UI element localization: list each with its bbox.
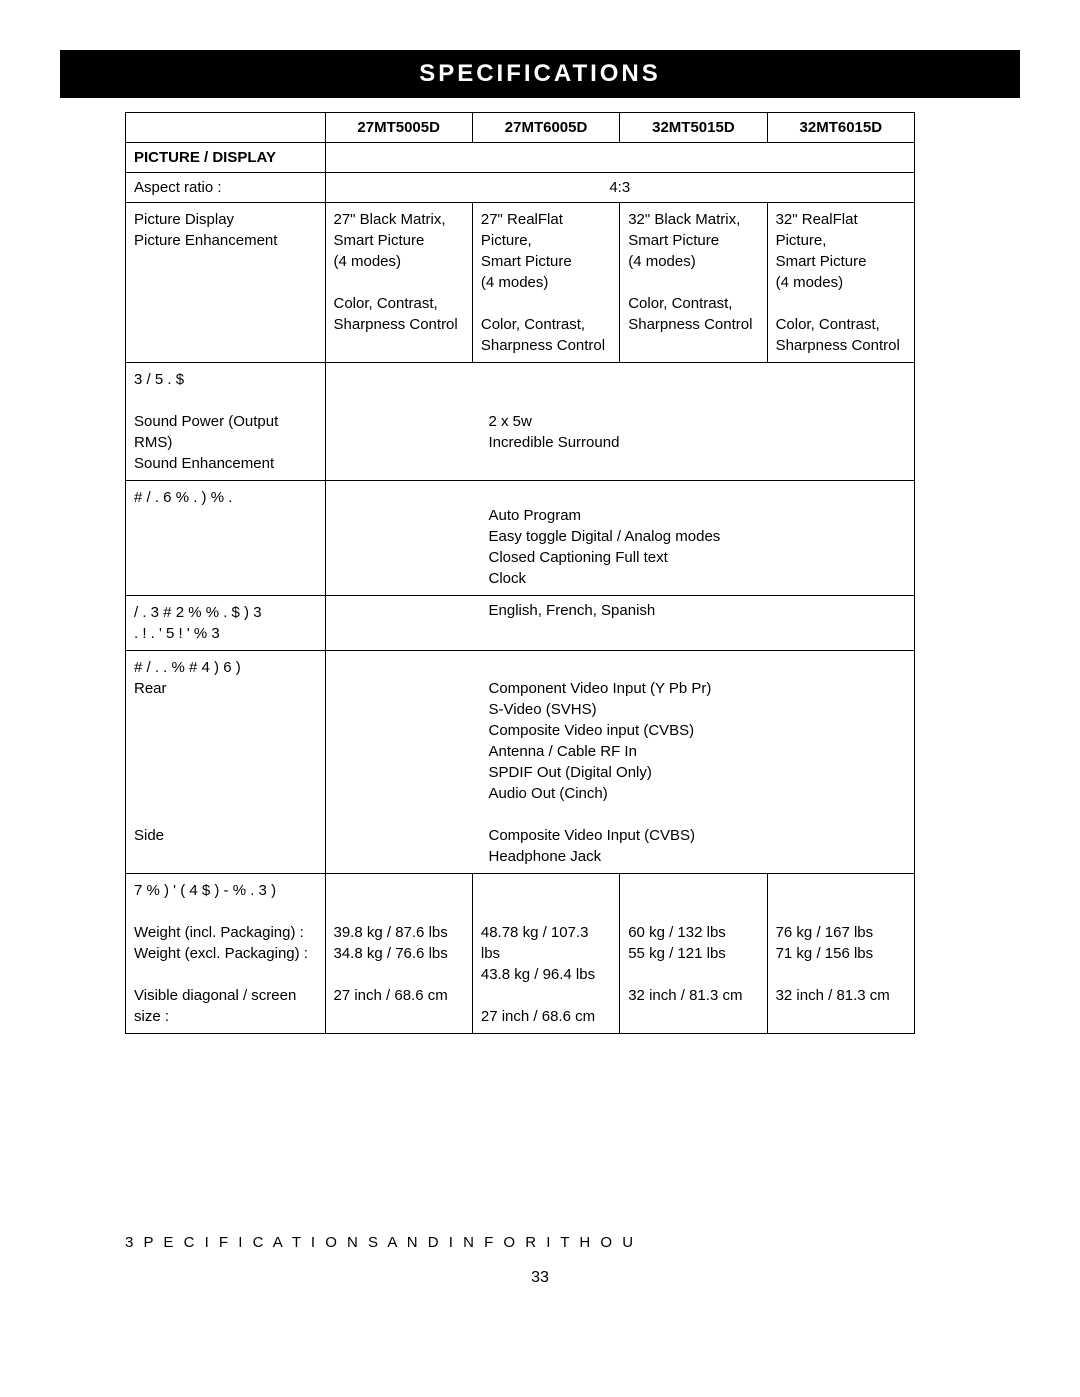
page-number: 33 bbox=[60, 1269, 1020, 1287]
section-picture-display: PICTURE / DISPLAY bbox=[126, 143, 915, 173]
row-aspect-ratio: Aspect ratio : 4:3 bbox=[126, 173, 915, 203]
weight-c1-text: 39.8 kg / 87.6 lbs34.8 kg / 76.6 lbs27 i… bbox=[334, 924, 448, 1004]
connections-value: Component Video Input (Y Pb Pr)S-Video (… bbox=[325, 651, 915, 874]
header-model-3: 32MT5015D bbox=[620, 113, 767, 143]
row-osd-languages: / . 3 # 2 % % . $ ) 3. ! . ' 5 ! ' % 3 E… bbox=[126, 596, 915, 651]
side-value: Composite Video Input (CVBS)Headphone Ja… bbox=[489, 825, 696, 867]
weight-c4: 76 kg / 167 lbs71 kg / 156 lbs32 inch / … bbox=[767, 874, 914, 1034]
side-label: Side bbox=[134, 827, 164, 844]
sound-labels: Sound Power (Output RMS)Sound Enhancemen… bbox=[134, 413, 278, 472]
connections-section-label: # / . . % # 4 ) 6 ) bbox=[134, 659, 241, 676]
empty-cell bbox=[325, 143, 915, 173]
footer-text: 3 P E C I F I C A T I O N S A N D I N F … bbox=[125, 1234, 1020, 1251]
row-weight-dimensions: 7 % ) ' ( 4 $ ) - % . 3 ) Weight (incl. … bbox=[126, 874, 915, 1034]
row-picture-display: Picture DisplayPicture Enhancement 27" B… bbox=[126, 203, 915, 363]
convenience-section: # / . 6 % . ) % . bbox=[126, 481, 326, 596]
picture-c3: 32" Black Matrix,Smart Picture(4 modes)C… bbox=[620, 203, 767, 363]
table-header-row: 27MT5005D 27MT6005D 32MT5015D 32MT6015D bbox=[126, 113, 915, 143]
picture-c2: 27" RealFlat Picture,Smart Picture(4 mod… bbox=[472, 203, 619, 363]
picture-c1: 27" Black Matrix,Smart Picture(4 modes)C… bbox=[325, 203, 472, 363]
aspect-label: Aspect ratio : bbox=[126, 173, 326, 203]
header-model-1: 27MT5005D bbox=[325, 113, 472, 143]
sound-value-text: 2 x 5wIncredible Surround bbox=[489, 411, 620, 453]
row-sound: 3 / 5 . $ Sound Power (Output RMS)Sound … bbox=[126, 363, 915, 481]
weight-c3: 60 kg / 132 lbs55 kg / 121 lbs32 inch / … bbox=[620, 874, 767, 1034]
weight-section-label: 7 % ) ' ( 4 $ ) - % . 3 ) bbox=[134, 882, 276, 899]
sound-section-label: 3 / 5 . $ bbox=[134, 371, 184, 388]
header-model-2: 27MT6005D bbox=[472, 113, 619, 143]
weight-section: 7 % ) ' ( 4 $ ) - % . 3 ) Weight (incl. … bbox=[126, 874, 326, 1034]
page-title: SPECIFICATIONS bbox=[60, 50, 1020, 98]
page-container: SPECIFICATIONS 27MT5005D 27MT6005D 32MT5… bbox=[0, 0, 1080, 1327]
sound-value: 2 x 5wIncredible Surround bbox=[325, 363, 915, 481]
weight-c4-text: 76 kg / 167 lbs71 kg / 156 lbs32 inch / … bbox=[776, 924, 890, 1004]
picture-c4: 32" RealFlat Picture,Smart Picture(4 mod… bbox=[767, 203, 914, 363]
osd-value-text: English, French, Spanish bbox=[489, 602, 656, 619]
specifications-table: 27MT5005D 27MT6005D 32MT5015D 32MT6015D … bbox=[125, 112, 915, 1034]
rear-value: Component Video Input (Y Pb Pr)S-Video (… bbox=[489, 678, 712, 804]
weight-c2-text: 48.78 kg / 107.3 lbs43.8 kg / 96.4 lbs27… bbox=[481, 924, 595, 1025]
osd-section: / . 3 # 2 % % . $ ) 3. ! . ' 5 ! ' % 3 bbox=[126, 596, 326, 651]
osd-value: English, French, Spanish bbox=[325, 596, 915, 651]
header-model-4: 32MT6015D bbox=[767, 113, 914, 143]
row-connections: # / . . % # 4 ) 6 ) Rear Side Component … bbox=[126, 651, 915, 874]
weight-c2: 48.78 kg / 107.3 lbs43.8 kg / 96.4 lbs27… bbox=[472, 874, 619, 1034]
section-label-picture: PICTURE / DISPLAY bbox=[126, 143, 326, 173]
header-blank bbox=[126, 113, 326, 143]
convenience-value: Auto ProgramEasy toggle Digital / Analog… bbox=[325, 481, 915, 596]
row-convenience: # / . 6 % . ) % . Auto ProgramEasy toggl… bbox=[126, 481, 915, 596]
connections-section: # / . . % # 4 ) 6 ) Rear Side bbox=[126, 651, 326, 874]
weight-labels: Weight (incl. Packaging) :Weight (excl. … bbox=[134, 924, 308, 1025]
weight-c1: 39.8 kg / 87.6 lbs34.8 kg / 76.6 lbs27 i… bbox=[325, 874, 472, 1034]
convenience-value-text: Auto ProgramEasy toggle Digital / Analog… bbox=[489, 505, 721, 589]
picture-label: Picture DisplayPicture Enhancement bbox=[126, 203, 326, 363]
rear-label: Rear bbox=[134, 680, 167, 697]
weight-c3-text: 60 kg / 132 lbs55 kg / 121 lbs32 inch / … bbox=[628, 924, 742, 1004]
aspect-value: 4:3 bbox=[325, 173, 915, 203]
sound-section: 3 / 5 . $ Sound Power (Output RMS)Sound … bbox=[126, 363, 326, 481]
